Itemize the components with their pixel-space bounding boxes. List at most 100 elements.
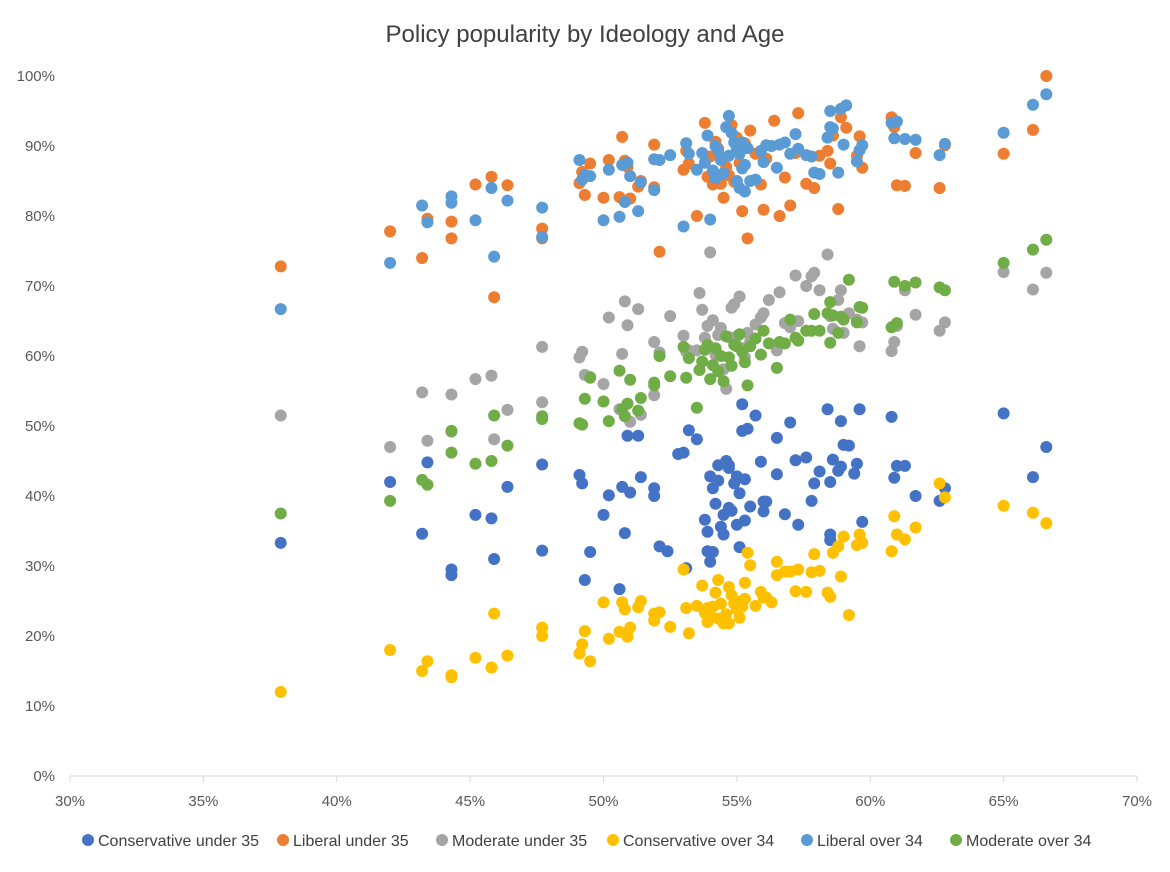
data-point [573,154,586,166]
data-point [536,340,549,353]
data-point [744,124,757,137]
data-point [602,163,615,176]
data-point [757,324,770,337]
data-point [720,330,733,343]
data-point [808,182,821,194]
data-point [808,548,821,561]
data-point [813,168,826,180]
data-point [792,334,805,347]
data-point [738,185,751,198]
data-point [909,147,922,159]
data-point [706,314,719,327]
data-point [445,190,458,203]
data-point [690,599,703,612]
data-point [834,570,847,583]
data-point [416,199,429,212]
data-point [733,328,746,341]
data-point [890,317,903,330]
data-point [488,250,501,263]
data-point [784,313,797,326]
data-point [696,303,709,316]
data-point [842,439,855,452]
data-point [648,184,661,197]
data-point [578,625,591,638]
data-point [680,137,693,150]
data-point [909,490,922,502]
data-point [613,364,626,377]
data-point [578,574,591,586]
data-point [488,553,501,565]
data-point [821,144,834,157]
data-point [501,480,514,493]
data-point [584,655,597,668]
data-point [602,154,615,166]
data-point [624,621,637,634]
data-point [632,404,645,417]
data-point [632,205,645,218]
data-point [445,388,458,401]
data-point [624,170,637,183]
data-point [445,446,458,459]
data-point [741,422,754,435]
data-point [677,563,690,576]
y-tick-label: 100% [17,68,55,85]
data-point [485,182,498,194]
legend-label: Moderate over 34 [966,833,1092,850]
data-point [621,630,634,643]
data-point [933,149,946,162]
data-point [749,173,762,186]
data-point [488,409,501,422]
data-point [634,392,647,404]
data-point [997,256,1010,269]
data-point [741,379,754,392]
data-point [738,356,751,369]
series-5 [274,233,1053,520]
data-point [738,514,751,527]
data-point [274,303,287,316]
legend-label: Conservative over 34 [623,833,774,850]
data-point [736,205,749,218]
y-tick-label: 60% [25,348,55,365]
x-axis-ticks: 30% 35% 40% 45% 50% 55% 60% 65% 70% [55,776,1152,810]
data-point [576,638,589,651]
data-point [536,222,549,235]
data-point [824,157,837,170]
data-point [469,457,482,470]
data-point [885,545,898,558]
data-point [653,154,666,166]
data-point [898,459,911,472]
data-point [789,128,802,141]
data-point [826,453,839,466]
data-point [824,296,837,309]
data-point [744,500,757,513]
data-point [837,313,850,326]
x-tick-label: 30% [55,793,85,810]
data-point [749,332,762,345]
data-point [909,521,922,534]
data-point [485,455,498,467]
series-3 [274,477,1053,698]
series-2 [274,246,1053,453]
data-point [800,585,813,598]
data-point [738,576,751,589]
data-point [853,130,866,143]
data-point [696,147,709,159]
data-point [885,345,898,358]
data-point [445,671,458,684]
data-point [597,508,610,521]
data-point [536,410,549,423]
data-point [536,544,549,557]
legend-marker [82,834,94,846]
data-point [808,266,821,279]
data-point [821,248,834,261]
data-point [770,431,783,444]
data-point [597,378,610,390]
data-point [778,136,791,149]
data-point [602,415,615,428]
data-point [421,456,434,469]
data-point [717,191,730,204]
data-point [722,109,735,122]
data-point [536,458,549,471]
data-point [618,295,631,308]
data-point [696,355,709,368]
